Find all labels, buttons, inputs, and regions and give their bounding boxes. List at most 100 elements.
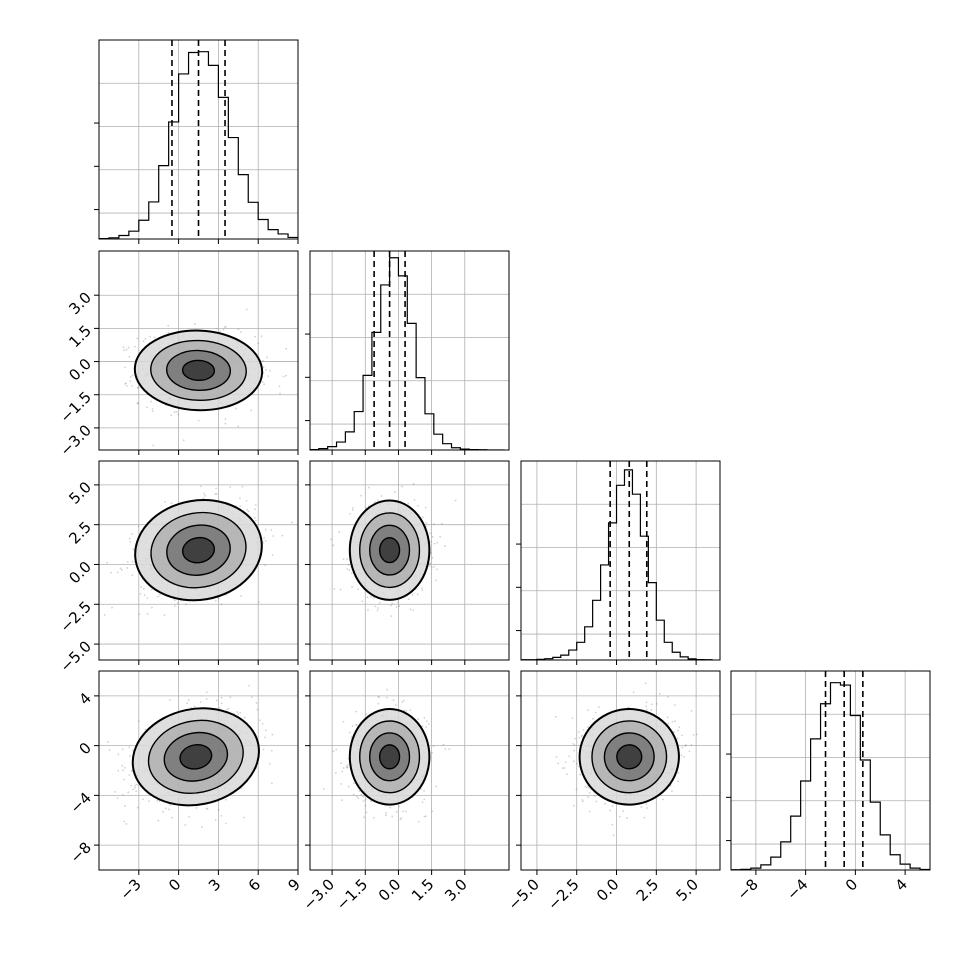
scatter-point	[136, 806, 139, 809]
scatter-point	[136, 783, 138, 786]
scatter-point	[127, 346, 130, 349]
pair0-ytick-label-4: 3.0	[65, 289, 95, 319]
scatter-point	[436, 568, 438, 571]
scatter-point	[188, 815, 191, 818]
scatter-point	[281, 534, 284, 537]
scatter-point	[448, 748, 451, 751]
scatter-point	[120, 568, 123, 571]
scatter-point	[645, 701, 648, 704]
scatter-point	[142, 798, 144, 801]
scatter-point	[386, 688, 388, 691]
pair0-ytick-label-0: −3.0	[57, 421, 95, 459]
pair0-frame	[98, 250, 299, 451]
scatter-point	[236, 711, 239, 713]
contour-line-3	[134, 499, 263, 602]
scatter-point	[361, 600, 364, 603]
scatter-point	[103, 614, 106, 616]
scatter-point	[128, 774, 131, 776]
scatter-point	[333, 588, 336, 590]
scatter-point	[137, 720, 140, 723]
scatter-point	[385, 696, 388, 699]
scatter-point	[173, 411, 176, 413]
density-level-0	[379, 744, 400, 769]
panel-r2-c2	[516, 460, 721, 665]
scatter-point	[259, 719, 261, 722]
scatter-point	[391, 815, 394, 818]
scatter-point	[658, 692, 661, 695]
scatter-point	[352, 793, 355, 796]
scatter-point	[645, 708, 648, 711]
scatter-point	[395, 606, 398, 608]
scatter-point	[407, 598, 410, 601]
scatter-point	[262, 366, 265, 369]
scatter-point	[215, 699, 218, 702]
scatter-point	[126, 560, 129, 563]
scatter-point	[402, 699, 405, 702]
scatter-point	[407, 502, 410, 505]
pair3-ytick-label-1: −4	[67, 789, 95, 817]
scatter-point	[255, 702, 258, 704]
scatter-point	[258, 600, 260, 603]
scatter-point	[219, 330, 222, 333]
scatter-point	[146, 596, 149, 599]
scatter-point	[347, 785, 350, 788]
scatter-point	[431, 810, 434, 813]
pair4-frame	[309, 670, 510, 871]
scatter-point	[270, 749, 273, 752]
scatter-point	[667, 722, 670, 725]
scatter-point	[435, 785, 438, 788]
scatter-point	[234, 407, 237, 410]
scatter-point	[370, 595, 372, 598]
scatter-point	[223, 326, 226, 329]
scatter-point	[239, 711, 242, 714]
scatter-point	[611, 804, 614, 807]
scatter-point	[423, 717, 426, 719]
scatter-point	[347, 563, 350, 566]
scatter-point	[117, 769, 120, 772]
pair1-frame	[98, 460, 299, 661]
pair1-ytick-label-0: −5.0	[57, 637, 95, 675]
scatter-point	[341, 770, 344, 773]
scatter-point	[205, 691, 208, 694]
scatter-point	[360, 494, 362, 497]
scatter-point	[129, 540, 132, 543]
scatter-point	[356, 795, 358, 798]
panel-r3-c0: −3 0 3 6 9−8−404	[67, 670, 304, 904]
scatter-point	[279, 392, 281, 395]
scatter-point	[170, 414, 173, 417]
scatter-point	[153, 336, 156, 339]
scatter-point	[401, 701, 404, 703]
pair3-xtick-label-0: −3	[116, 875, 144, 903]
scatter-point	[128, 746, 131, 749]
scatter-point	[169, 804, 171, 806]
scatter-point	[215, 492, 218, 495]
scatter-point	[278, 385, 281, 388]
scatter-point	[423, 815, 426, 818]
scatter-point	[609, 809, 612, 812]
scatter-point	[107, 741, 110, 743]
hist3-xtick-label-3: 4	[892, 875, 911, 894]
scatter-point	[262, 541, 265, 544]
scatter-point	[367, 608, 369, 611]
scatter-point	[264, 528, 267, 531]
scatter-point	[433, 542, 436, 545]
scatter-point	[454, 499, 457, 502]
scatter-point	[122, 769, 124, 772]
scatter-point	[157, 595, 160, 598]
scatter-point	[342, 720, 345, 723]
scatter-point	[378, 601, 381, 604]
scatter-point	[205, 808, 208, 810]
scatter-point	[441, 522, 443, 525]
pair1-ytick-label-2: 0.0	[65, 558, 95, 588]
scatter-point	[395, 810, 398, 813]
scatter-point	[582, 800, 584, 803]
scatter-point	[131, 374, 134, 377]
scatter-point	[264, 539, 267, 542]
scatter-point	[402, 810, 404, 813]
pair0-ytick-label-1: −1.5	[57, 388, 95, 426]
scatter-point	[156, 799, 159, 802]
scatter-point	[123, 349, 126, 352]
scatter-point	[431, 566, 433, 569]
hist3-xtick-label-2: 0	[842, 875, 861, 894]
pair2-frame	[309, 460, 510, 661]
